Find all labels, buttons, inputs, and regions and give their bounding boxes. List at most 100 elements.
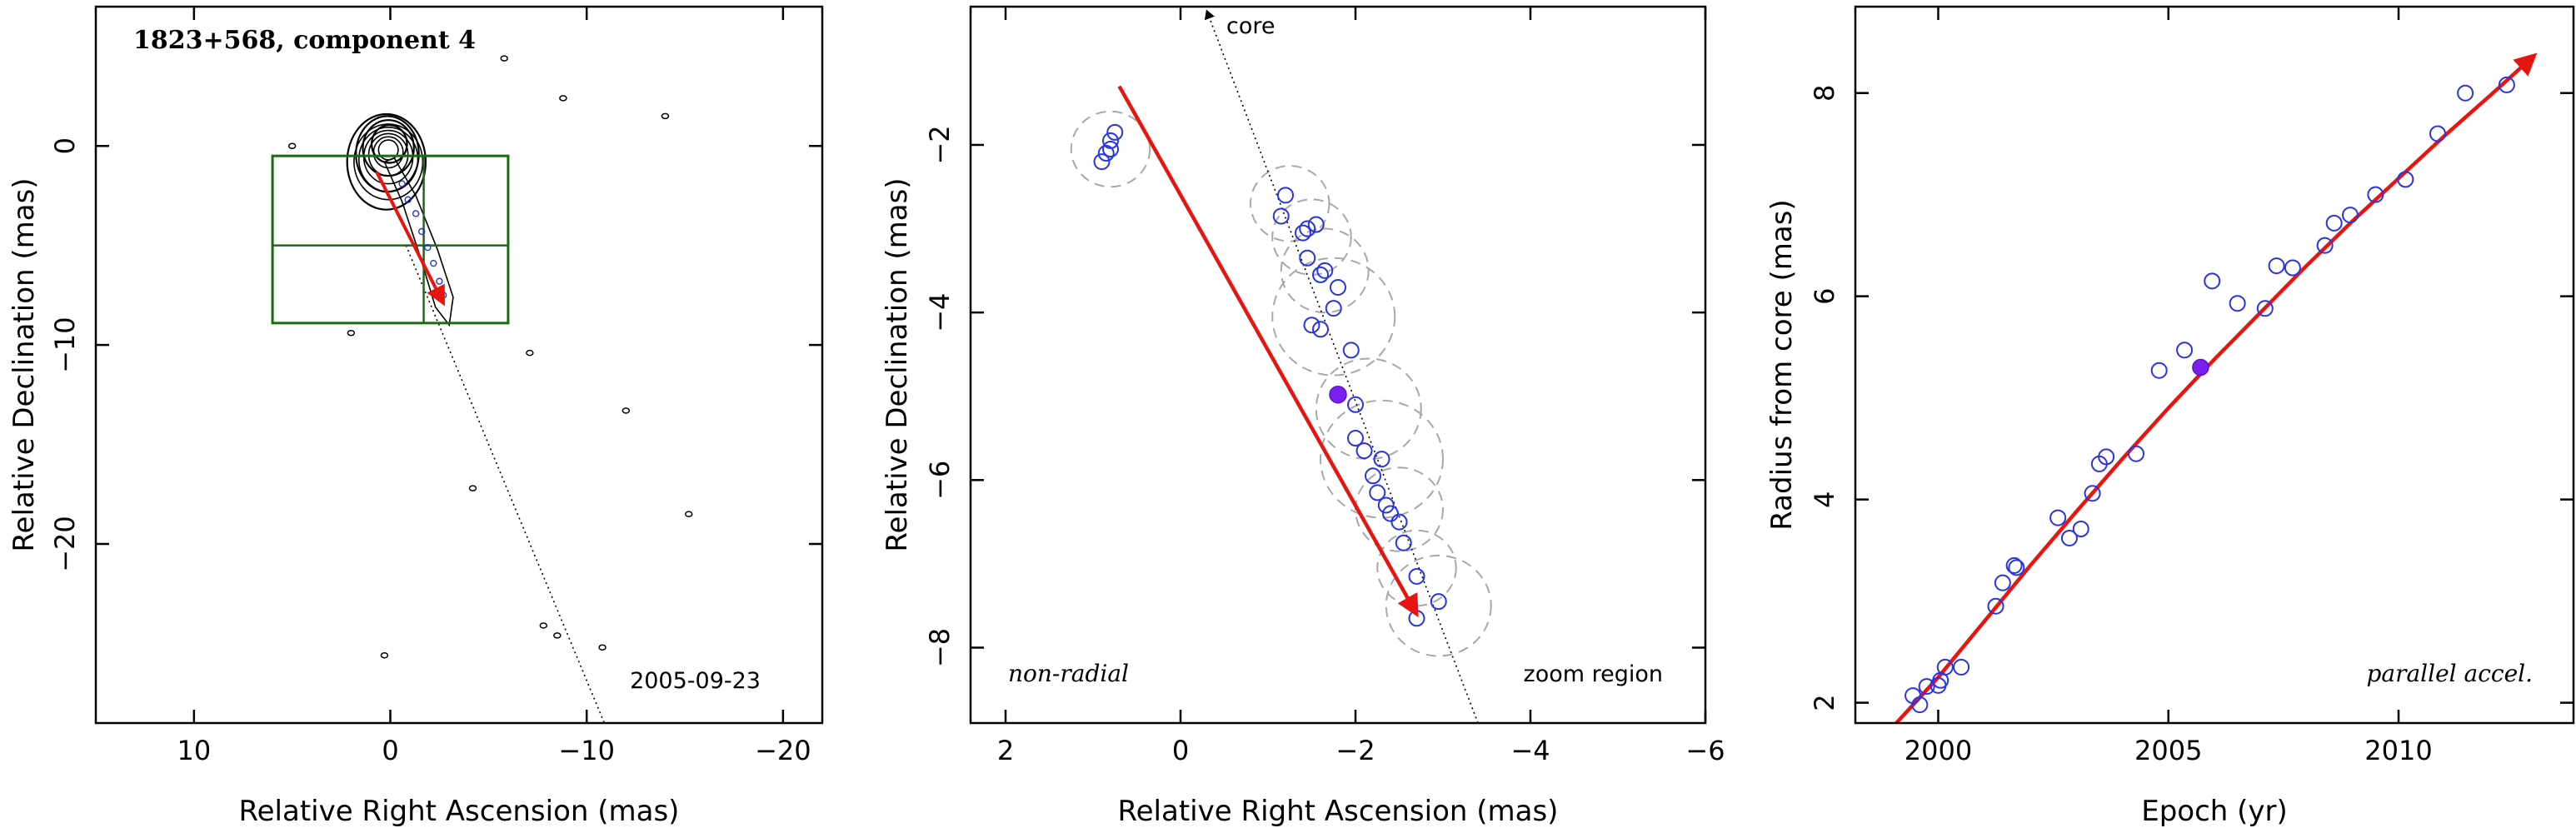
data-point xyxy=(2229,295,2246,312)
data-point xyxy=(1106,123,1124,141)
data-point xyxy=(2150,362,2168,379)
data-point xyxy=(1272,207,1290,225)
data-point xyxy=(1307,216,1325,233)
data-point xyxy=(2342,207,2359,224)
data-point xyxy=(1102,140,1119,157)
data-point xyxy=(1330,278,1346,296)
error-circle xyxy=(1070,110,1151,188)
panel1-ylabel: Relative Declination (mas) xyxy=(7,177,41,551)
panel2-ytick-label: −8 xyxy=(924,628,956,667)
data-point xyxy=(1303,317,1320,334)
noise-contour xyxy=(622,407,631,414)
panel2-xtick-label: −4 xyxy=(1510,735,1550,766)
data-point xyxy=(2128,445,2145,462)
highlight-point xyxy=(1329,385,1347,404)
data-point xyxy=(1911,696,1929,714)
data-point xyxy=(2268,257,2285,275)
panel-zoom-region: 2 0 −2 −4 −6 −2 −4 −6 −8 core non-radial zoom re… xyxy=(881,5,1725,828)
error-circle xyxy=(1355,466,1444,552)
noise-contour xyxy=(559,95,567,102)
data-point xyxy=(2284,259,2301,277)
data-point xyxy=(1325,300,1342,317)
panel1-xtick-label: 10 xyxy=(177,735,211,766)
panel2-ylabel: Relative Declination (mas) xyxy=(881,177,914,551)
data-point xyxy=(1369,484,1386,501)
model-component xyxy=(436,277,443,285)
core-direction-line xyxy=(1204,9,1479,723)
data-point xyxy=(1312,321,1329,338)
trajectory-line xyxy=(405,245,606,723)
data-point xyxy=(1377,496,1395,514)
model-component xyxy=(412,210,420,217)
data-point xyxy=(2098,448,2115,466)
panel2-xlabel: Relative Right Ascension (mas) xyxy=(1118,795,1559,828)
model-component xyxy=(424,243,432,252)
panel2-ytick-label: −6 xyxy=(924,461,956,500)
fit-curve xyxy=(1894,52,2538,723)
panel-radius-epoch: 2000 2005 2010 2 4 6 8 parallel accel. Epoch (… xyxy=(1765,5,2575,828)
model-component xyxy=(418,227,426,236)
panel1-ytick-label: 0 xyxy=(49,137,81,154)
data-point xyxy=(1918,678,1935,696)
data-point xyxy=(1299,220,1316,237)
data-point xyxy=(2397,171,2414,188)
error-circle xyxy=(1280,227,1370,314)
panel1-xlabel: Relative Right Ascension (mas) xyxy=(239,795,680,828)
data-point xyxy=(2072,521,2089,538)
data-point xyxy=(2008,559,2025,576)
panel1-epoch-label: 2005-09-23 xyxy=(630,668,761,694)
data-point xyxy=(2005,556,2023,574)
data-point xyxy=(2176,342,2194,359)
data-point xyxy=(1373,451,1390,468)
core-contour xyxy=(346,112,427,211)
data-point xyxy=(1365,467,1381,485)
data-point xyxy=(2204,272,2221,290)
data-point xyxy=(1312,266,1329,283)
panel1-xtick-label: −10 xyxy=(558,735,615,766)
panel3-frame xyxy=(1854,5,2575,725)
data-point xyxy=(2060,529,2078,546)
noise-contour xyxy=(347,330,356,337)
panel1-frame xyxy=(94,5,824,725)
data-point xyxy=(2316,237,2334,254)
model-component xyxy=(430,259,437,267)
panel3-ylabel: Radius from core (mas) xyxy=(1765,199,1799,530)
data-point xyxy=(1299,249,1316,267)
data-point xyxy=(2049,509,2067,526)
panel3-ytick-label: 6 xyxy=(1809,287,1840,304)
panel2-core-label: core xyxy=(1226,13,1275,39)
panel3-ytick-label: 8 xyxy=(1809,85,1840,102)
panel3-xlabel: Epoch (yr) xyxy=(2141,795,2288,828)
fit-arrow xyxy=(375,171,445,307)
panel2-ytick-label: −2 xyxy=(924,125,956,164)
data-point xyxy=(1936,658,1954,676)
highlight-point xyxy=(2192,358,2209,377)
model-component xyxy=(404,196,412,203)
error-circle xyxy=(1376,529,1457,607)
data-point xyxy=(1382,505,1399,522)
data-point xyxy=(2325,214,2343,232)
noise-contour xyxy=(468,485,477,491)
noise-contour xyxy=(539,622,548,629)
error-circle xyxy=(1385,554,1492,657)
data-point xyxy=(1987,597,2004,615)
error-circle xyxy=(1250,165,1330,242)
panel2-label-zoom: zoom region xyxy=(1524,661,1663,687)
noise-contour xyxy=(598,644,607,651)
model-component xyxy=(398,180,406,187)
noise-contour xyxy=(661,112,670,120)
data-point xyxy=(1430,593,1447,611)
error-circle xyxy=(1315,357,1422,461)
error-circle xyxy=(1320,399,1444,519)
core-contour-inner xyxy=(372,136,404,169)
noise-contour xyxy=(553,632,562,639)
data-point xyxy=(1342,342,1360,359)
panel2-xtick-label: −2 xyxy=(1335,735,1375,766)
data-point xyxy=(1347,430,1364,447)
panel1-xtick-label: 0 xyxy=(382,735,398,766)
panel3-label-accel: parallel accel. xyxy=(2366,660,2533,687)
panel2-label-nonradial: non-radial xyxy=(1008,660,1129,687)
panel3-xtick-label: 2000 xyxy=(1905,735,1972,766)
data-point xyxy=(2367,186,2384,203)
